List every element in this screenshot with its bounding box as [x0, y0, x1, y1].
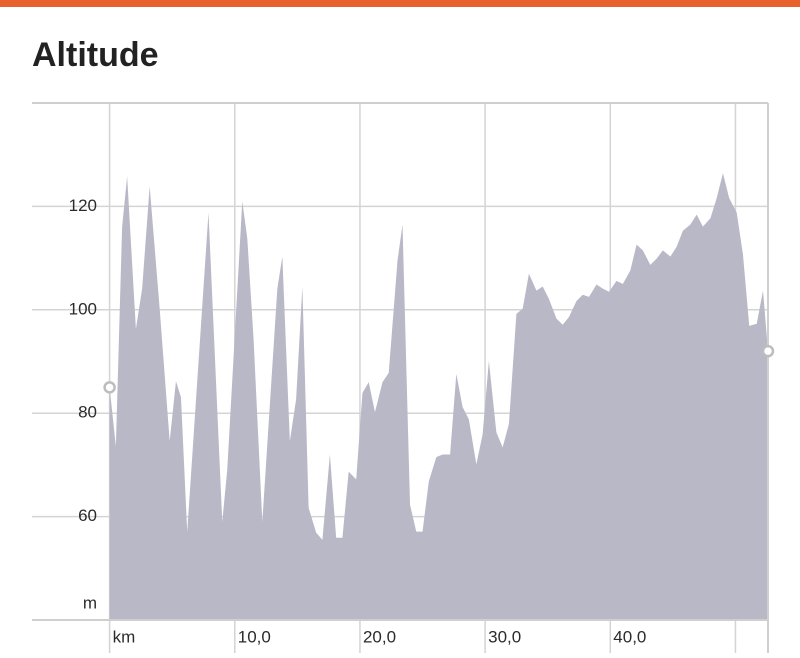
x-tick-label: 20,0: [363, 627, 396, 646]
x-tick-label: 30,0: [488, 627, 521, 646]
y-tick-label: 60: [78, 506, 97, 525]
end-marker: [103, 381, 116, 394]
x-tick-label: km: [113, 627, 136, 646]
x-tick-label: 10,0: [238, 627, 271, 646]
y-unit: m: [83, 593, 97, 612]
y-tick-label: 100: [69, 299, 97, 318]
x-tick-label: 40,0: [613, 627, 646, 646]
area: [109, 173, 768, 620]
y-tick-label: 80: [78, 403, 97, 422]
end-marker: [761, 344, 775, 358]
top-bar: [0, 0, 800, 7]
chart-title: Altitude: [32, 36, 159, 74]
y-tick-label: 120: [69, 196, 97, 215]
